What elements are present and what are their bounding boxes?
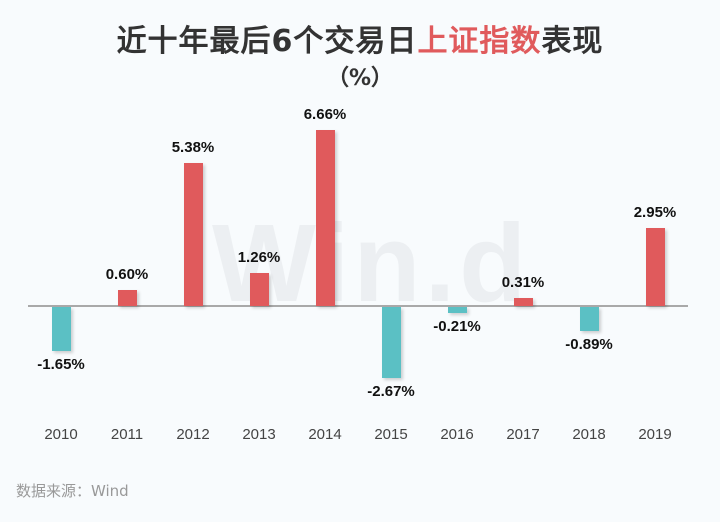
x-tick-label-2017: 2017 xyxy=(506,426,540,443)
x-tick-label-2019: 2019 xyxy=(638,426,672,443)
bar-2016 xyxy=(447,307,467,313)
bar-2011 xyxy=(117,290,137,306)
chart-title: 近十年最后6个交易日上证指数表现 xyxy=(0,16,720,60)
x-tick-label-2010: 2010 xyxy=(44,426,78,443)
bar-2013 xyxy=(249,272,269,306)
x-tick-label-2012: 2012 xyxy=(176,426,210,443)
value-label-2014: 6.66% xyxy=(303,105,347,123)
x-tick-label-2018: 2018 xyxy=(572,426,606,443)
value-label-2013: 1.26% xyxy=(237,248,281,266)
bar-2019 xyxy=(645,227,665,306)
bar-2014 xyxy=(315,129,335,306)
value-label-2017: 0.31% xyxy=(501,273,545,291)
value-label-2011: 0.60% xyxy=(105,266,149,284)
bar-2012 xyxy=(183,163,203,306)
value-label-2010: -1.65% xyxy=(37,355,85,373)
value-label-2015: -2.67% xyxy=(367,382,415,400)
chart-subtitle-unit: （%） xyxy=(326,66,394,91)
x-tick-label-2015: 2015 xyxy=(374,426,408,443)
bar-2015 xyxy=(381,307,401,378)
value-label-2018: -0.89% xyxy=(565,335,613,353)
source-note: 数据来源：Wind xyxy=(16,482,129,500)
bar-2017 xyxy=(513,297,533,306)
bar-2018 xyxy=(579,307,599,331)
x-tick-label-2016: 2016 xyxy=(440,426,474,443)
x-tick-label-2011: 2011 xyxy=(110,426,144,443)
bar-2010 xyxy=(51,307,71,351)
chart-title-part2: 表现 xyxy=(541,24,604,59)
chart-title-part1: 近十年最后6个交易日 xyxy=(116,24,418,59)
zero-baseline xyxy=(28,305,688,307)
x-tick-label-2014: 2014 xyxy=(308,426,342,443)
value-label-2012: 5.38% xyxy=(171,139,215,157)
chart-title-highlight: 上证指数 xyxy=(417,24,542,59)
x-tick-label-2013: 2013 xyxy=(242,426,276,443)
value-label-2016: -0.21% xyxy=(433,317,481,335)
value-label-2019: 2.95% xyxy=(633,203,677,221)
